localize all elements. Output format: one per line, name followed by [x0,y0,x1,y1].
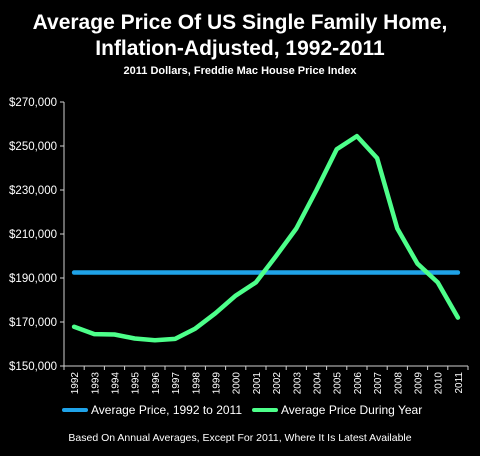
x-tick-label: 2001 [252,372,263,395]
x-tick-label: 2006 [353,372,364,395]
y-tick-label: $170,000 [9,317,57,329]
y-tick-label: $210,000 [9,229,57,241]
legend-label-average-price-during-year: Average Price During Year [281,403,423,417]
x-tick-label: 2008 [393,372,404,395]
x-tick-label: 1996 [151,372,162,395]
legend-label-average-price: Average Price, 1992 to 2011 [91,403,242,417]
x-tick-label: 2009 [414,372,425,395]
y-tick-label: $270,000 [9,97,57,109]
legend-swatch-average-price [62,408,88,412]
x-tick-label: 1999 [212,372,223,395]
footnote: Based On Annual Averages, Except For 201… [68,432,412,444]
y-tick-label: $250,000 [9,141,57,153]
chart-subtitle: 2011 Dollars, Freddie Mac House Price In… [123,65,357,77]
y-tick-label: $190,000 [9,273,57,285]
x-tick-label: 2000 [232,372,243,395]
x-tick-label: 2002 [272,372,283,395]
x-tick-label: 2004 [313,372,324,395]
x-tick-label: 2010 [434,372,445,395]
x-tick-label: 2007 [373,372,384,395]
x-tick-label: 2005 [333,372,344,395]
x-tick-label: 2003 [292,372,303,395]
legend-item-average-price-during-year: Average Price During Year [252,403,422,417]
chart-title-line-2: Inflation-Adjusted, 1992-2011 [95,37,385,60]
y-tick-label: $230,000 [9,185,57,197]
legend-swatch-average-price-during-year [252,408,278,412]
x-tick-label: 1994 [111,372,122,395]
x-tick-label: 1993 [90,372,101,395]
legend-item-average-price: Average Price, 1992 to 2011 [62,403,242,417]
y-tick-label: $150,000 [9,361,57,373]
x-tick-label: 1997 [171,372,182,395]
x-tick-label: 1995 [131,372,142,395]
chart-title-line-1: Average Price Of US Single Family Home, [32,11,448,34]
x-tick-label: 1998 [191,372,202,395]
x-tick-label: 1992 [70,372,81,395]
x-tick-label: 2011 [454,372,465,394]
series-line-average-price-during-year [71,133,461,343]
